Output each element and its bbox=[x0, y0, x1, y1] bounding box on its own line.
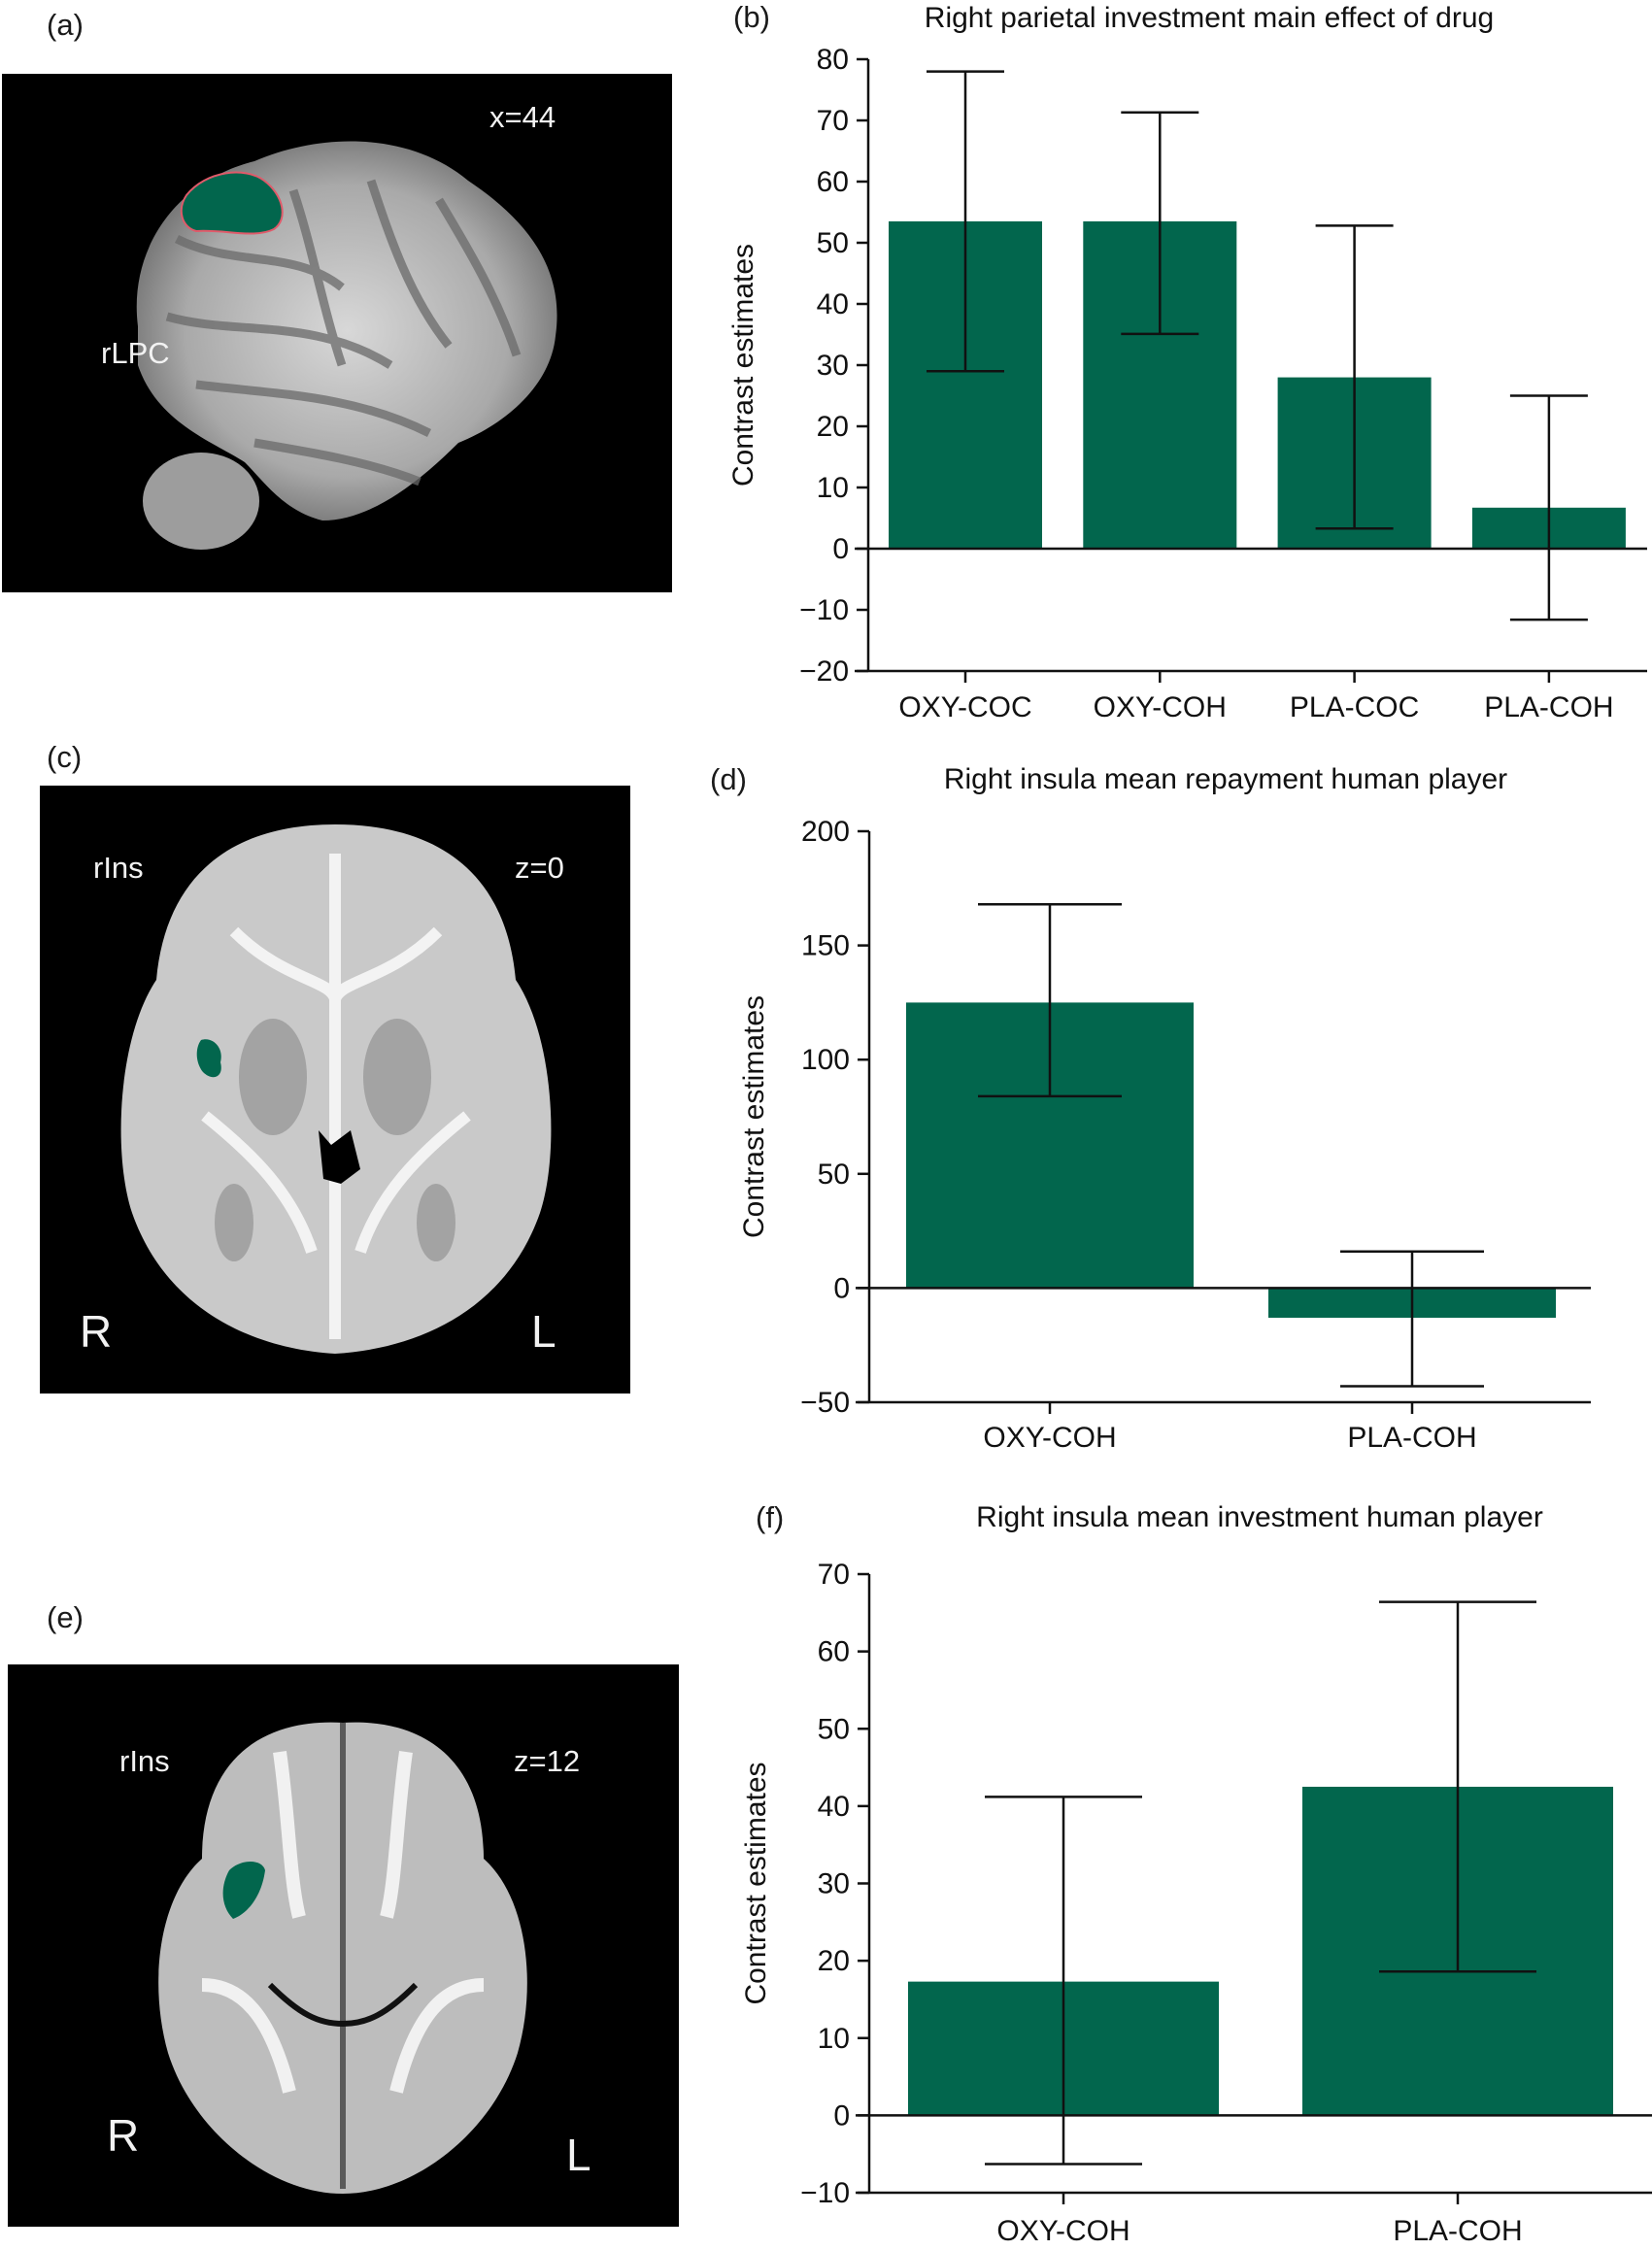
x-tick-label: PLA-COH bbox=[1393, 2215, 1522, 2247]
y-tick-label: 50 bbox=[817, 227, 849, 259]
panel-label-f: (f) bbox=[756, 1500, 785, 1534]
error-bar bbox=[1315, 224, 1394, 530]
y-tick-label: 20 bbox=[818, 1945, 850, 1977]
y-tick-label: 200 bbox=[801, 816, 850, 848]
roi-label: rIns bbox=[119, 1744, 170, 1778]
panel-label-e: (e) bbox=[47, 1600, 84, 1634]
brain-axial-graphic bbox=[120, 824, 552, 1354]
y-tick-label: −10 bbox=[799, 594, 849, 626]
bar bbox=[1471, 507, 1626, 549]
brain-sagittal-graphic bbox=[136, 141, 557, 550]
brain-image-axial-z12: rIns z=12 R L bbox=[8, 1664, 679, 2227]
x-tick-label: PLA-COH bbox=[1347, 1422, 1476, 1454]
x-tick-label: OXY-COC bbox=[898, 691, 1031, 723]
panel-label-c: (c) bbox=[47, 740, 83, 774]
chart-title: Right parietal investment main effect of… bbox=[925, 2, 1494, 34]
y-tick-label: −10 bbox=[800, 2177, 850, 2209]
bar bbox=[1302, 1786, 1613, 2116]
coordinate-label: z=0 bbox=[515, 851, 564, 885]
error-bar bbox=[1121, 111, 1199, 336]
y-tick-label: 80 bbox=[817, 44, 849, 76]
x-tick-label: PLA-COC bbox=[1290, 691, 1419, 723]
hemisphere-left-label: L bbox=[531, 1306, 556, 1357]
y-tick-label: 150 bbox=[801, 930, 850, 962]
coordinate-label: z=12 bbox=[514, 1744, 581, 1778]
error-bar bbox=[1509, 394, 1588, 621]
y-tick-label: 60 bbox=[818, 1636, 850, 1668]
hemisphere-right-label: R bbox=[80, 1306, 113, 1357]
x-tick-label: OXY-COH bbox=[1094, 691, 1227, 723]
y-tick-label: 0 bbox=[832, 533, 849, 565]
y-tick-label: 40 bbox=[818, 1791, 850, 1823]
roi-label: rLPC bbox=[101, 336, 170, 370]
brain-axial-graphic bbox=[158, 1722, 527, 2194]
y-axis-label: Contrast estimates bbox=[727, 244, 759, 487]
bar bbox=[906, 1002, 1194, 1289]
y-tick-label: 30 bbox=[818, 1868, 850, 1900]
chart-title: Right insula mean investment human playe… bbox=[976, 1501, 1543, 1533]
x-tick-label: OXY-COH bbox=[983, 1422, 1116, 1454]
brain-image-axial-z0: rIns z=0 R L bbox=[40, 786, 630, 1394]
panel-label-d: (d) bbox=[710, 762, 747, 796]
bar bbox=[889, 220, 1042, 549]
y-tick-label: 60 bbox=[817, 166, 849, 198]
bar bbox=[1277, 377, 1432, 549]
y-tick-label: 10 bbox=[817, 472, 849, 504]
brain-image-sagittal: x=44 rLPC bbox=[2, 74, 672, 592]
y-tick-label: 20 bbox=[817, 411, 849, 443]
y-axis-label: Contrast estimates bbox=[740, 1762, 772, 2004]
y-tick-label: 30 bbox=[817, 350, 849, 382]
y-tick-label: 100 bbox=[801, 1044, 850, 1076]
hemisphere-left-label: L bbox=[566, 2130, 591, 2180]
y-tick-label: −50 bbox=[800, 1387, 850, 1419]
x-tick-label: PLA-COH bbox=[1484, 691, 1613, 723]
error-bar bbox=[1340, 1250, 1484, 1388]
panel-label-b: (b) bbox=[733, 0, 770, 34]
y-axis-label: Contrast estimates bbox=[738, 995, 770, 1238]
y-tick-label: 50 bbox=[818, 1713, 850, 1745]
y-tick-label: 40 bbox=[817, 288, 849, 320]
bar bbox=[908, 1981, 1219, 2116]
y-tick-label: 0 bbox=[833, 2099, 850, 2132]
bar bbox=[1083, 220, 1237, 549]
y-tick-label: 70 bbox=[818, 1559, 850, 1591]
roi-label: rIns bbox=[93, 851, 144, 885]
x-tick-label: OXY-COH bbox=[996, 2215, 1129, 2247]
y-tick-label: 0 bbox=[833, 1272, 850, 1304]
error-bar bbox=[927, 70, 1004, 373]
y-tick-label: −20 bbox=[799, 655, 849, 688]
y-tick-label: 70 bbox=[817, 105, 849, 137]
error-bar bbox=[985, 1796, 1142, 2166]
error-bar bbox=[1379, 1600, 1536, 1973]
y-tick-label: 50 bbox=[818, 1159, 850, 1191]
y-tick-label: 10 bbox=[818, 2023, 850, 2055]
error-bar bbox=[978, 903, 1122, 1098]
chart-title: Right insula mean repayment human player bbox=[944, 763, 1507, 795]
bar bbox=[1268, 1288, 1556, 1318]
coordinate-label: x=44 bbox=[489, 100, 556, 134]
panel-label-a: (a) bbox=[47, 8, 84, 42]
hemisphere-right-label: R bbox=[107, 2110, 140, 2161]
